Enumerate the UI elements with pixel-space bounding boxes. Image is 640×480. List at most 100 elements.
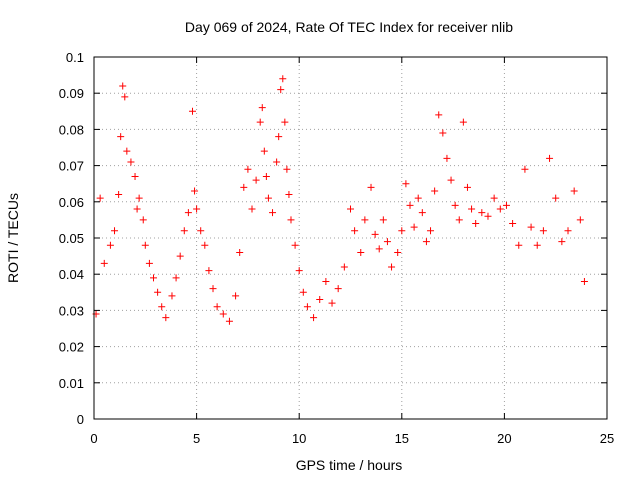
x-axis-label: GPS time / hours [296,457,403,473]
data-point [515,241,523,249]
data-point [262,172,270,180]
data-point [299,288,307,296]
y-tick-label: 0.01 [59,376,84,391]
x-tick-label: 0 [90,431,97,446]
data-point [564,227,572,235]
data-point [273,158,281,166]
data-point [269,209,277,217]
x-tick-label: 5 [193,431,200,446]
data-point [357,248,365,256]
axis-ticks: 0 0.01 0.02 0.03 0.04 0.05 0.06 0.07 0.08 0.09 0.1… [59,50,615,446]
data-point [256,118,264,126]
x-tick-label: 15 [395,431,409,446]
data-point [402,180,410,188]
data-point [264,194,272,202]
data-point [552,194,560,202]
data-point [162,314,170,322]
data-point [123,147,131,155]
data-point [361,216,369,224]
data-point [225,317,233,325]
data-point [285,191,293,199]
y-tick-label: 0.09 [59,86,84,101]
data-point [322,277,330,285]
data-point [455,216,463,224]
x-tick-label: 20 [497,431,511,446]
data-point [468,205,476,213]
data-point [570,187,578,195]
data-point [213,303,221,311]
data-point [546,154,554,162]
data-point [279,75,287,83]
data-point [205,267,213,275]
data-point [260,147,268,155]
data-point [150,274,158,282]
data-point [406,201,414,209]
data-point [197,227,205,235]
chart-title: Day 069 of 2024, Rate Of TEC Index for r… [185,19,513,35]
data-point [451,201,459,209]
data-point [367,183,375,191]
y-tick-label: 0.04 [59,267,84,282]
data-point [295,267,303,275]
data-point [496,205,504,213]
data-points [92,75,588,325]
data-point [447,176,455,184]
data-point [252,176,260,184]
data-point [539,227,547,235]
data-point [209,285,217,293]
data-point [106,241,114,249]
data-point [375,245,383,253]
data-point [191,187,199,195]
data-point [580,277,588,285]
y-tick-label: 0.08 [59,122,84,137]
data-point [232,292,240,300]
data-point [418,209,426,217]
y-tick-label: 0.05 [59,231,84,246]
data-point [328,299,336,307]
data-point [410,223,418,231]
plot-frame [93,56,608,420]
data-point [383,238,391,246]
data-point [334,285,342,293]
data-point [244,165,252,173]
data-point [379,216,387,224]
data-point [111,227,119,235]
data-point [414,194,422,202]
data-point [287,216,295,224]
data-point [121,93,129,101]
data-point [478,209,486,217]
data-point [439,129,447,137]
y-tick-label: 0.07 [59,159,84,174]
data-point [219,310,227,318]
data-point [371,230,379,238]
data-point [291,241,299,249]
data-point [141,241,149,249]
data-point [158,303,166,311]
data-point [443,154,451,162]
data-point [168,292,176,300]
data-point [459,118,467,126]
data-point [347,205,354,213]
data-point [484,212,492,220]
data-point [509,220,517,228]
y-tick-label: 0.02 [59,340,84,355]
data-point [127,158,135,166]
data-point [135,194,143,202]
data-point [303,303,311,311]
data-point [277,86,285,94]
data-point [248,205,256,213]
data-point [340,263,348,271]
data-point [394,248,402,256]
data-point [133,205,141,213]
data-point [398,227,406,235]
data-point [240,183,248,191]
data-point [310,314,318,322]
data-point [533,241,541,249]
data-point [193,205,201,213]
data-point [463,183,471,191]
data-point [316,296,324,304]
y-tick-label: 0 [77,412,84,427]
data-point [490,194,498,202]
